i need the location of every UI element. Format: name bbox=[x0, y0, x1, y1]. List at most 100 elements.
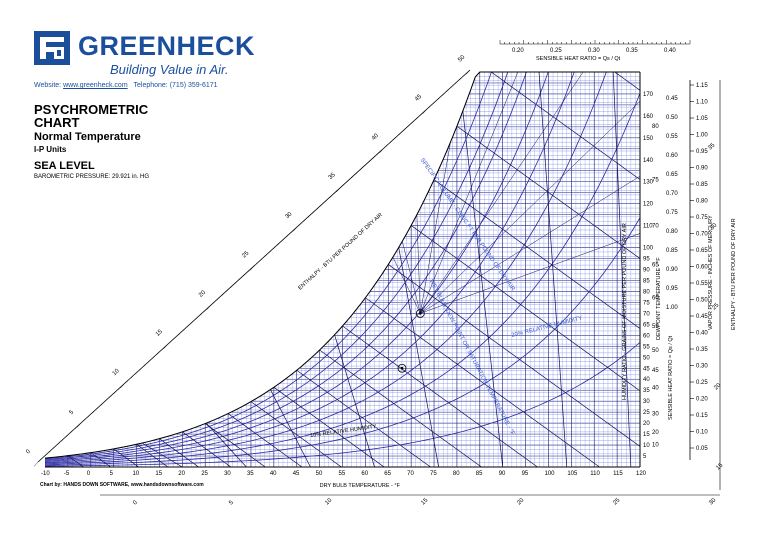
x-tick-label: 100 bbox=[544, 471, 555, 477]
enthalpy-tick bbox=[247, 269, 250, 273]
vapor-pressure-tick-label: 0.75 bbox=[696, 215, 708, 221]
enthalpy-tick bbox=[117, 387, 121, 390]
enthalpy-tick bbox=[161, 348, 164, 351]
enthalpy-tick bbox=[316, 207, 319, 210]
x-tick-label: 60 bbox=[361, 471, 368, 477]
contact-line: Website: www.greenheck.com Telephone: (7… bbox=[34, 82, 218, 89]
dewpoint-tick-label: 55 bbox=[652, 324, 659, 330]
enthalpy-tick bbox=[420, 112, 423, 116]
enthalpy-tick bbox=[74, 426, 78, 430]
vapor-pressure-axis-title: VAPOR PRESSURE - INCHES OF MERCURY bbox=[708, 215, 714, 330]
x-tick-label: 75 bbox=[430, 471, 437, 477]
rh-curve-40 bbox=[45, 72, 640, 464]
enthalpy-tick bbox=[454, 81, 458, 85]
shr-right-tick-label: 0.60 bbox=[666, 153, 678, 159]
chart-credit: Chart by: HANDS DOWN SOFTWARE, www.hands… bbox=[40, 482, 204, 488]
enthalpy-tick bbox=[44, 454, 47, 457]
enthalpy-tick bbox=[100, 403, 103, 406]
enthalpy-tick bbox=[152, 356, 155, 359]
vapor-pressure-tick-label: 0.10 bbox=[696, 430, 708, 436]
y-tick-label: 30 bbox=[643, 399, 650, 405]
wet-bulb-line bbox=[204, 423, 266, 467]
shr-top-tick-label: 0.35 bbox=[626, 48, 638, 54]
enthalpy-tick bbox=[441, 93, 445, 96]
vapor-pressure-tick-label: 0.70 bbox=[696, 232, 708, 238]
enthalpy-tick bbox=[206, 305, 211, 310]
wet-bulb-line bbox=[296, 369, 431, 467]
enthalpy-tick bbox=[433, 101, 436, 104]
shr-top-tick-label: 0.30 bbox=[588, 48, 600, 54]
x-tick-label: 110 bbox=[590, 471, 600, 477]
enthalpy-tick bbox=[290, 230, 294, 234]
rh-curve-10 bbox=[45, 342, 640, 467]
vapor-pressure-tick-label: 1.15 bbox=[696, 83, 708, 89]
vapor-pressure-tick-label: 1.10 bbox=[696, 100, 708, 106]
enthalpy-tick bbox=[379, 148, 384, 153]
wet-bulb-line bbox=[456, 125, 640, 467]
enthalpy-right-axis-title: ENTHALPY - BTU PER POUND OF DRY AIR bbox=[731, 218, 737, 330]
y-tick-label: 110 bbox=[643, 224, 653, 230]
enthalpy-tick bbox=[96, 406, 99, 410]
enthalpy-tick bbox=[77, 422, 82, 428]
x-tick-label: 15 bbox=[155, 471, 162, 477]
comfort-point-lower bbox=[397, 363, 407, 373]
y-tick-label: 170 bbox=[643, 92, 654, 98]
barometric-pressure: BAROMETRIC PRESSURE: 29.921 in. HG bbox=[34, 174, 150, 180]
enthalpy-tick bbox=[148, 359, 151, 363]
dewpoint-tick-label: 40 bbox=[652, 385, 659, 391]
bottom-scale-tick-label: 30 bbox=[708, 497, 717, 506]
enthalpy-tick bbox=[446, 89, 449, 92]
wet-bulb-line bbox=[159, 438, 199, 467]
shr-ray bbox=[420, 122, 640, 314]
enthalpy-tick bbox=[342, 183, 345, 187]
enthalpy-tick bbox=[182, 328, 186, 332]
y-tick-label: 75 bbox=[643, 300, 650, 306]
enthalpy-tick bbox=[394, 136, 397, 139]
enthalpy-tick bbox=[407, 124, 410, 128]
x-tick-label: 25 bbox=[201, 471, 208, 477]
specific-volume-line bbox=[584, 72, 632, 467]
enthalpy-tick bbox=[359, 167, 363, 171]
shr-ray bbox=[407, 72, 421, 314]
shr-ray bbox=[420, 72, 484, 314]
wet-bulb-line bbox=[433, 179, 640, 467]
enthalpy-tick bbox=[66, 434, 69, 437]
y-tick-label: 70 bbox=[643, 311, 650, 317]
enthalpy-tick-label: 5 bbox=[69, 409, 76, 416]
vapor-pressure-tick-label: 0.50 bbox=[696, 298, 708, 304]
shr-ray bbox=[262, 72, 421, 314]
y-tick-label: 45 bbox=[643, 366, 650, 372]
enthalpy-tick bbox=[450, 85, 453, 89]
x-tick-label: 40 bbox=[270, 471, 277, 477]
x-tick-label: 120 bbox=[636, 471, 647, 477]
dewpoint-tick-label: 10 bbox=[652, 442, 659, 448]
x-tick-label: 50 bbox=[316, 471, 323, 477]
wet-bulb-line bbox=[342, 325, 538, 467]
enthalpy-tick bbox=[411, 120, 414, 124]
y-axis-title: HUMIDITY RATIO - GRAINS OF MOISTURE PER … bbox=[622, 223, 628, 400]
vapor-pressure-tick-label: 1.00 bbox=[696, 133, 708, 139]
comfort-point-lower-dot bbox=[400, 366, 404, 370]
vapor-pressure-tick-label: 0.65 bbox=[696, 248, 708, 254]
website-link[interactable]: www.greenheck.com bbox=[63, 82, 128, 89]
vapor-pressure-tick-label: 0.90 bbox=[696, 166, 708, 172]
bottom-scale-tick-label: 20 bbox=[516, 497, 525, 506]
comfort-point-upper bbox=[415, 308, 425, 318]
vapor-pressure-tick-label: 0.05 bbox=[696, 446, 708, 452]
y-tick-label: 60 bbox=[643, 333, 650, 339]
x-tick-label: 55 bbox=[339, 471, 346, 477]
enthalpy-tick-label: 50 bbox=[457, 54, 466, 63]
enthalpy-tick bbox=[191, 320, 194, 324]
rh-curve-20 bbox=[45, 217, 640, 466]
units-label: I-P Units bbox=[34, 145, 67, 154]
y-tick-label: 55 bbox=[643, 344, 650, 350]
rh-curve-60 bbox=[45, 72, 640, 463]
enthalpy-tick bbox=[293, 226, 298, 232]
brand-tagline: Building Value in Air. bbox=[110, 62, 229, 77]
y-tick-label: 130 bbox=[643, 180, 654, 186]
brand-name: GREENHECK bbox=[78, 31, 256, 61]
y-tick-label: 90 bbox=[643, 268, 650, 274]
wet-bulb-line bbox=[410, 225, 640, 467]
dewpoint-tick-label: 50 bbox=[652, 348, 659, 354]
enthalpy-tick bbox=[299, 222, 302, 226]
